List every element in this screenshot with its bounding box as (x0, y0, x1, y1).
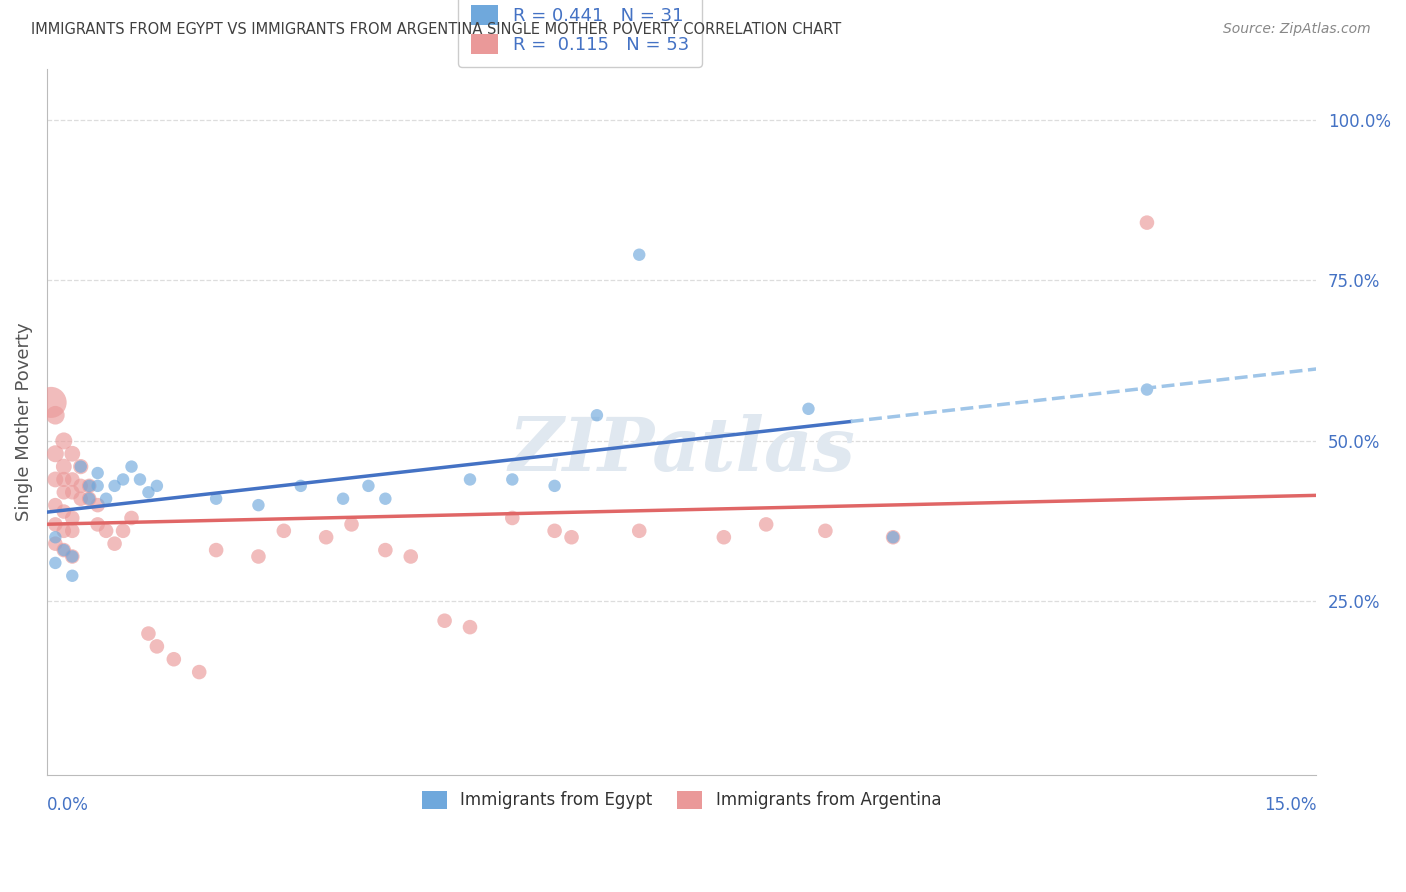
Point (163, 652, 186, 666)
Point (60, 568, 83, 582)
Point (882, 530, 904, 544)
Point (458, 473, 481, 487)
Point (44, 473, 66, 487)
Point (52, 459, 75, 474)
Text: ZIPatlas: ZIPatlas (508, 414, 855, 486)
Point (77, 479, 100, 493)
Point (501, 473, 523, 487)
Point (44, 498, 66, 512)
Point (374, 543, 396, 558)
Point (77, 479, 100, 493)
Point (86, 466, 108, 480)
Text: Source: ZipAtlas.com: Source: ZipAtlas.com (1223, 22, 1371, 37)
Point (501, 511, 523, 525)
Point (332, 491, 354, 506)
Point (60, 549, 83, 564)
Point (52, 543, 75, 558)
Point (374, 491, 396, 506)
Point (112, 524, 135, 538)
Point (713, 530, 735, 544)
Point (60, 447, 83, 461)
Point (52, 434, 75, 448)
Point (315, 530, 337, 544)
Point (247, 549, 270, 564)
Point (882, 530, 904, 544)
Point (458, 620, 481, 634)
Point (628, 524, 651, 538)
Point (86, 517, 108, 532)
Point (103, 536, 125, 550)
Point (112, 473, 135, 487)
Point (340, 517, 363, 532)
Point (188, 665, 211, 679)
Point (44, 447, 66, 461)
Text: IMMIGRANTS FROM EGYPT VS IMMIGRANTS FROM ARGENTINA SINGLE MOTHER POVERTY CORRELA: IMMIGRANTS FROM EGYPT VS IMMIGRANTS FROM… (31, 22, 841, 37)
Point (586, 409, 609, 423)
Point (60, 485, 83, 500)
Point (69, 459, 91, 474)
Point (129, 473, 152, 487)
Point (205, 491, 228, 506)
Point (399, 549, 422, 564)
Legend: Immigrants from Egypt, Immigrants from Argentina: Immigrants from Egypt, Immigrants from A… (415, 784, 948, 816)
Point (77, 491, 100, 506)
Point (814, 524, 837, 538)
Point (44, 530, 66, 544)
Point (52, 473, 75, 487)
Point (543, 479, 565, 493)
Point (86, 479, 108, 493)
Point (52, 504, 75, 518)
Point (44, 556, 66, 570)
Point (60, 473, 83, 487)
Point (44, 517, 66, 532)
Point (146, 479, 169, 493)
Point (205, 543, 228, 558)
Point (138, 485, 160, 500)
Point (290, 479, 312, 493)
Point (273, 524, 295, 538)
Point (755, 517, 778, 532)
Point (121, 511, 143, 525)
Point (146, 640, 169, 654)
Point (52, 543, 75, 558)
Text: 0.0%: 0.0% (46, 796, 89, 814)
Y-axis label: Single Mother Poverty: Single Mother Poverty (15, 322, 32, 521)
Point (52, 524, 75, 538)
Point (103, 479, 125, 493)
Point (44, 536, 66, 550)
Point (44, 409, 66, 423)
Point (60, 549, 83, 564)
Text: 15.0%: 15.0% (1264, 796, 1316, 814)
Point (121, 459, 143, 474)
Point (1136, 383, 1159, 397)
Point (60, 524, 83, 538)
Point (543, 524, 565, 538)
Point (86, 498, 108, 512)
Point (138, 626, 160, 640)
Point (77, 491, 100, 506)
Point (628, 248, 651, 262)
Point (94, 524, 117, 538)
Point (52, 485, 75, 500)
Point (1136, 216, 1159, 230)
Point (560, 530, 582, 544)
Point (60, 511, 83, 525)
Point (797, 401, 820, 416)
Point (247, 498, 270, 512)
Point (39, 395, 62, 409)
Point (357, 479, 380, 493)
Point (69, 479, 91, 493)
Point (69, 491, 91, 506)
Point (94, 491, 117, 506)
Point (69, 459, 91, 474)
Point (433, 614, 456, 628)
